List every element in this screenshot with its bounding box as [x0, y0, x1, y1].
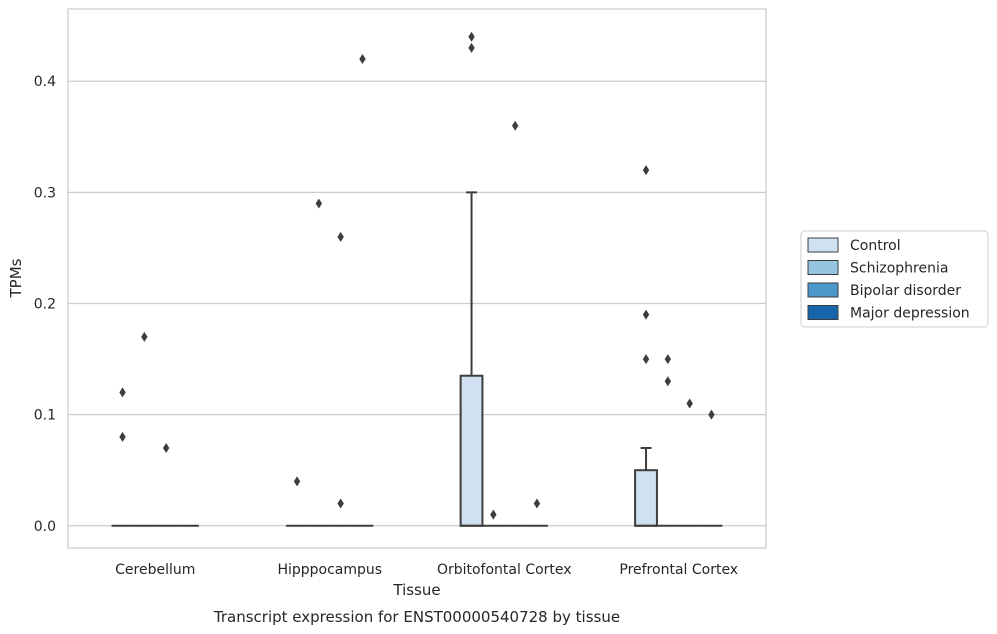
- outlier-point: [468, 31, 475, 42]
- y-tick-label: 0.0: [34, 519, 56, 535]
- box-elements: [111, 191, 723, 527]
- outlier-point: [315, 198, 323, 209]
- outlier-point: [511, 120, 519, 131]
- gridlines: [68, 80, 766, 527]
- outlier-point: [162, 442, 170, 453]
- outlier-point: [664, 376, 672, 387]
- y-axis-ticks: 0.0 0.1 0.2 0.3 0.4: [34, 74, 56, 535]
- legend-swatch: [807, 282, 839, 298]
- outlier-point: [141, 331, 148, 342]
- outlier-point: [293, 476, 301, 487]
- y-tick-label: 0.1: [34, 408, 56, 424]
- outlier-point: [337, 231, 344, 242]
- outlier-point: [686, 398, 693, 409]
- chart-caption: Transcript expression for ENST0000054072…: [213, 608, 620, 626]
- outlier-point: [359, 54, 366, 65]
- legend-frame: [800, 230, 989, 328]
- legend-label: Schizophrenia: [850, 261, 948, 277]
- y-tick-label: 0.4: [34, 74, 56, 90]
- legend-swatch: [807, 260, 839, 275]
- outlier-point: [533, 498, 541, 509]
- plot-frame: [67, 8, 767, 549]
- legend-swatch: [807, 305, 839, 320]
- outlier-point: [119, 387, 126, 398]
- legend-swatch: [807, 237, 839, 253]
- outlier-point: [642, 309, 650, 320]
- outlier-points: [119, 31, 715, 520]
- legend-label: Major depression: [850, 306, 970, 322]
- x-tick-label: Orbitofontal Cortex: [437, 562, 572, 578]
- outlier-point: [708, 409, 715, 420]
- outlier-point: [337, 498, 344, 509]
- y-tick-label: 0.2: [34, 297, 56, 313]
- outlier-point: [119, 431, 126, 442]
- y-axis-label: TPMs: [7, 258, 25, 298]
- y-tick-label: 0.3: [34, 185, 56, 201]
- outlier-point: [642, 354, 650, 365]
- legend-label: Control: [850, 238, 901, 254]
- legend: Control Schizophrenia Bipolar disorder Majo…: [800, 230, 989, 328]
- legend-label: Bipolar disorder: [850, 283, 961, 299]
- outlier-point: [642, 165, 650, 176]
- x-tick-label: Hipppocampus: [277, 562, 382, 578]
- x-tick-label: Prefrontal Cortex: [619, 562, 738, 578]
- x-axis-label: Tissue: [392, 581, 440, 599]
- outlier-point: [468, 42, 475, 53]
- x-tick-label: Cerebellum: [115, 562, 195, 578]
- box: [634, 469, 658, 527]
- outlier-point: [490, 509, 497, 520]
- box: [459, 374, 484, 527]
- outlier-point: [664, 354, 672, 365]
- x-axis-ticks: Cerebellum Hipppocampus Orbitofontal Corte…: [115, 562, 738, 578]
